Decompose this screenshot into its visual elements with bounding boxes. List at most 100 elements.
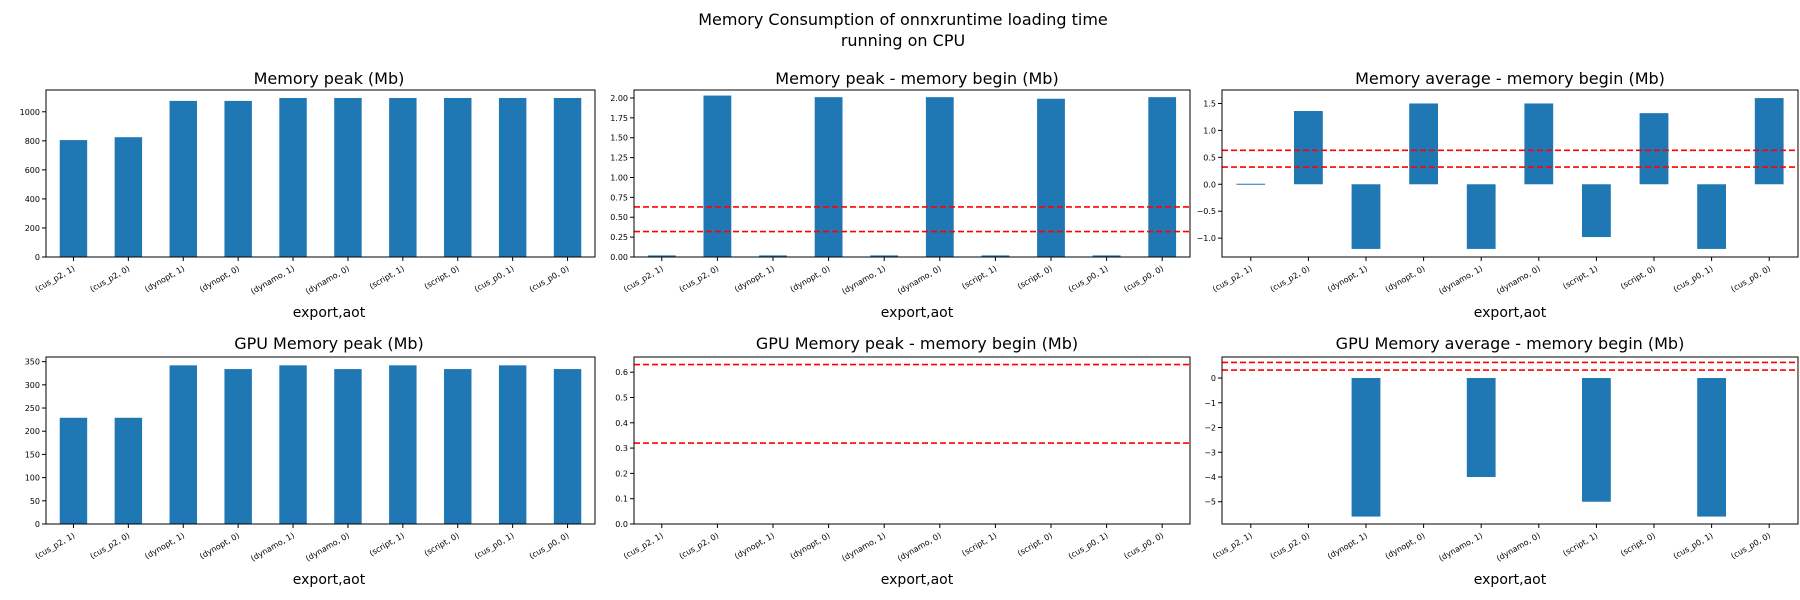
bar-dynamo-1 (1466, 184, 1496, 249)
x-tick-label: (script, 1) (368, 264, 406, 291)
y-tick-label: 0 (1211, 374, 1216, 383)
y-tick-label: 1.25 (610, 154, 628, 163)
x-tick-label: (dynamo, 1) (249, 264, 296, 296)
y-tick-label: 350 (25, 358, 40, 367)
x-axis-label: export,aot (293, 305, 366, 321)
panel-title: Memory average - memory begin (Mb) (1355, 69, 1665, 88)
bar-dynamo-0 (1524, 103, 1554, 185)
bar-cus-p2-1 (59, 417, 88, 524)
x-tick-label: (cus_p0, 0) (528, 264, 571, 294)
y-tick-label: −3 (1204, 448, 1216, 457)
x-tick-label: (dynopt, 0) (1384, 264, 1427, 294)
bar-cus-p0-1 (1092, 255, 1121, 257)
x-axis-label: export,aot (881, 305, 954, 321)
x-tick-label: (dynopt, 1) (143, 531, 186, 561)
x-tick-label: (cus_p2, 0) (89, 531, 132, 561)
x-tick-label: (dynamo, 0) (304, 531, 351, 563)
bar-script-0 (1037, 98, 1065, 257)
x-tick-label: (cus_p2, 0) (678, 531, 721, 561)
bar-cus-p0-1 (498, 97, 527, 258)
y-tick-label: 1000 (20, 108, 40, 117)
bar-dynamo-1 (870, 255, 899, 257)
x-tick-label: (cus_p0, 1) (473, 531, 516, 561)
x-tick-label: (cus_p2, 0) (1269, 264, 1312, 294)
y-tick-label: 0.1 (615, 495, 628, 504)
axes-frame (1221, 356, 1799, 525)
x-tick-label: (dynopt, 0) (789, 531, 832, 561)
y-tick-label: 0.4 (615, 419, 628, 428)
x-tick-label: (dynamo, 1) (840, 264, 887, 296)
x-tick-label: (script, 1) (1561, 531, 1599, 558)
bar-script-0 (444, 97, 472, 258)
y-tick-label: −0.5 (1197, 207, 1216, 216)
bar-cus-p2-0 (703, 95, 732, 257)
x-tick-label: (dynamo, 0) (896, 531, 943, 563)
x-tick-label: (script, 0) (1619, 264, 1657, 291)
bar-dynopt-1 (1351, 184, 1381, 249)
x-tick-label: (cus_p0, 0) (1122, 264, 1165, 294)
panel-memory-peak: Memory peak (Mb) export,aot 0 200 400 600 80… (20, 69, 596, 321)
bar-dynamo-0 (334, 97, 362, 258)
y-tick-label: 300 (25, 381, 40, 390)
bar-dynopt-1 (169, 100, 197, 257)
x-tick-label: (dynamo, 0) (1495, 264, 1542, 296)
y-tick-label: 0.5 (615, 393, 628, 402)
x-tick-label: (dynopt, 0) (198, 531, 241, 561)
bar-cus-p0-0 (1148, 97, 1177, 257)
x-tick-label: (script, 0) (423, 264, 461, 291)
y-tick-label: 0 (35, 520, 40, 529)
x-tick-label: (script, 1) (1561, 264, 1599, 291)
panel-title: GPU Memory average - memory begin (Mb) (1336, 334, 1685, 353)
x-tick-label: (cus_p0, 0) (528, 531, 571, 561)
y-tick-label: 2.00 (610, 94, 628, 103)
axes-frame (1221, 89, 1799, 258)
x-tick-label: (cus_p0, 1) (1672, 531, 1715, 561)
bar-script-1 (981, 255, 1010, 257)
y-tick-label: 0.0 (1203, 180, 1216, 189)
x-tick-label: (dynamo, 0) (304, 264, 351, 296)
y-tick-label: 150 (25, 450, 40, 459)
x-tick-label: (cus_p0, 0) (1729, 264, 1772, 294)
y-tick-label: 250 (25, 404, 40, 413)
x-tick-label: (script, 1) (368, 531, 406, 558)
y-tick-label: 0.6 (615, 368, 628, 377)
x-tick-label: (cus_p0, 1) (1067, 264, 1110, 294)
y-tick-label: 1.50 (610, 134, 628, 143)
x-tick-label: (dynamo, 0) (1495, 531, 1542, 563)
bar-script-1 (1582, 184, 1611, 238)
panel-title: GPU Memory peak (Mb) (234, 334, 424, 353)
panel-title: Memory peak - memory begin (Mb) (775, 69, 1058, 88)
bar-cus-p0-0 (553, 97, 582, 258)
x-axis-label: export,aot (881, 572, 954, 588)
x-tick-label: (cus_p2, 1) (1211, 531, 1254, 561)
bar-script-1 (389, 365, 417, 524)
x-tick-label: (cus_p2, 0) (1269, 531, 1312, 561)
x-tick-label: (cus_p0, 1) (473, 264, 516, 294)
x-tick-label: (script, 0) (1619, 531, 1657, 558)
figure-title-line-2: running on CPU (841, 31, 965, 50)
panel-title: Memory peak (Mb) (254, 69, 405, 88)
x-tick-label: (dynamo, 1) (1437, 264, 1484, 296)
y-tick-label: 1.00 (610, 173, 628, 182)
y-tick-label: 0.50 (610, 213, 628, 222)
x-tick-label: (dynopt, 0) (789, 264, 832, 294)
bar-script-0 (444, 369, 472, 524)
axes-frame (45, 356, 596, 525)
x-tick-label: (cus_p2, 1) (622, 531, 665, 561)
x-tick-label: (script, 0) (1016, 264, 1054, 291)
x-tick-label: (dynamo, 1) (840, 531, 887, 563)
bar-cus-p2-1 (59, 140, 88, 257)
bar-dynamo-1 (279, 365, 307, 524)
x-tick-label: (cus_p2, 1) (622, 264, 665, 294)
bar-cus-p2-1 (1236, 183, 1266, 185)
y-tick-label: −1.0 (1197, 234, 1216, 243)
panel-title: GPU Memory peak - memory begin (Mb) (756, 334, 1078, 353)
axes-frame (633, 356, 1191, 525)
x-tick-label: (dynopt, 0) (198, 264, 241, 294)
x-tick-label: (dynopt, 1) (1326, 264, 1369, 294)
bar-script-0 (1639, 113, 1669, 185)
y-tick-label: 0.3 (615, 444, 628, 453)
y-tick-label: 200 (25, 224, 40, 233)
panel-gpu-memory-peak-minus-begin: GPU Memory peak - memory begin (Mb) expo… (615, 334, 1191, 588)
y-tick-label: 1.75 (610, 114, 628, 123)
